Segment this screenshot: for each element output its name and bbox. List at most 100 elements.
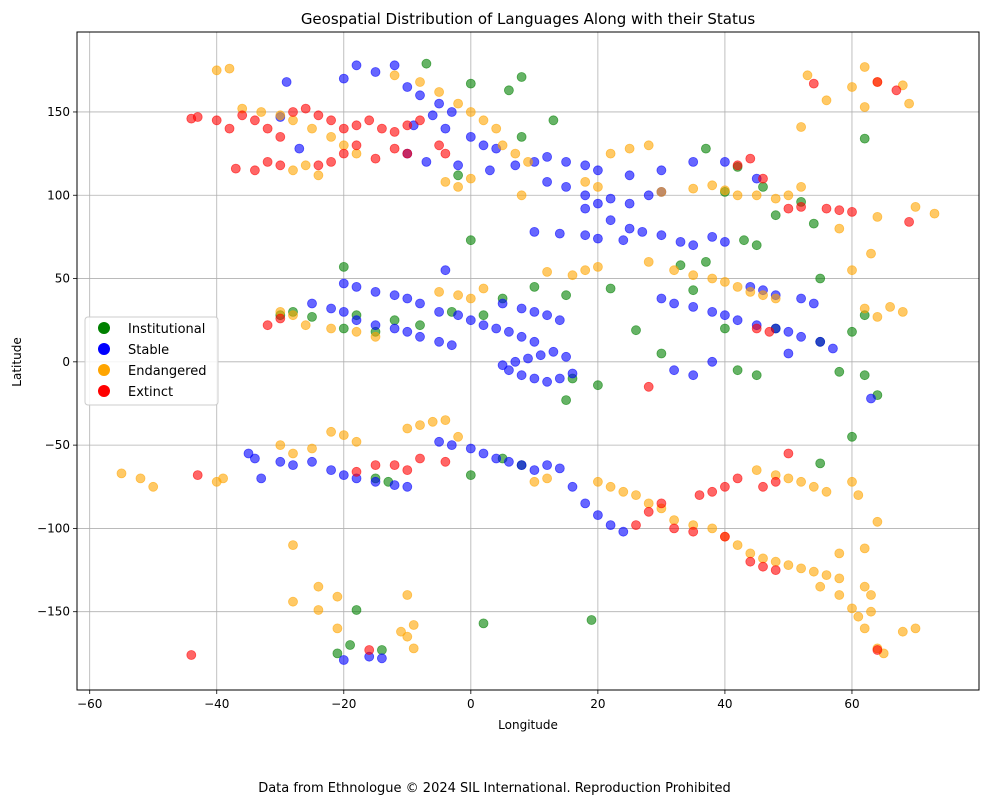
data-point <box>751 370 762 381</box>
data-point <box>783 190 794 201</box>
data-point <box>669 265 679 276</box>
data-point <box>338 73 349 84</box>
data-point <box>745 286 756 297</box>
data-point <box>465 470 476 481</box>
data-point <box>688 370 699 381</box>
data-point <box>421 156 432 167</box>
data-point <box>732 315 743 326</box>
series-extinct <box>186 77 914 660</box>
data-point <box>326 131 337 142</box>
data-point <box>758 290 768 301</box>
data-point <box>465 107 476 117</box>
data-point <box>275 110 286 121</box>
data-point <box>656 348 667 359</box>
data-point <box>402 326 413 337</box>
data-point <box>497 298 508 309</box>
data-point <box>834 590 845 600</box>
data-point <box>338 306 349 317</box>
data-point <box>720 236 730 247</box>
data-point <box>808 218 819 229</box>
data-point <box>338 123 349 134</box>
data-point <box>618 486 629 497</box>
data-point <box>732 160 743 171</box>
data-point <box>815 273 826 284</box>
data-point <box>478 448 489 459</box>
data-point <box>510 356 521 367</box>
data-point <box>249 165 260 176</box>
data-point <box>770 556 781 567</box>
data-point <box>440 148 451 159</box>
data-point <box>586 615 597 625</box>
y-tick-label: −100 <box>37 521 70 535</box>
data-point <box>542 151 552 162</box>
data-point <box>440 176 451 187</box>
data-point <box>720 481 730 492</box>
data-point <box>770 210 781 221</box>
data-point <box>256 107 267 117</box>
data-point <box>796 563 806 574</box>
data-point <box>815 458 826 469</box>
data-point <box>542 460 552 471</box>
data-point <box>796 122 806 132</box>
data-point <box>427 110 438 121</box>
legend-label: Extinct <box>128 385 173 400</box>
data-point <box>631 490 641 501</box>
data-point <box>307 123 317 134</box>
data-point <box>529 281 540 292</box>
data-point <box>453 290 464 301</box>
data-point <box>307 298 317 309</box>
data-point <box>389 480 400 491</box>
data-point <box>224 63 235 74</box>
x-tick-label: −60 <box>77 697 102 711</box>
data-point <box>402 465 413 476</box>
data-point <box>720 185 730 196</box>
data-point <box>605 193 616 204</box>
data-point <box>859 543 870 554</box>
data-point <box>510 160 521 171</box>
data-point <box>669 298 679 309</box>
x-axis-ticks: −60 −40 −20 0 20 40 60 <box>77 690 860 711</box>
data-point <box>497 360 508 371</box>
data-point <box>491 123 502 134</box>
data-point <box>484 165 495 176</box>
data-point <box>821 203 832 214</box>
data-point <box>548 115 559 126</box>
data-point <box>370 331 381 342</box>
data-point <box>364 645 375 655</box>
data-point <box>370 153 381 164</box>
data-point <box>262 156 273 167</box>
data-point <box>351 315 362 326</box>
data-point <box>751 465 762 476</box>
plot-area <box>76 31 980 691</box>
data-point <box>256 473 267 484</box>
y-tick-label: −150 <box>37 605 70 619</box>
data-point <box>478 283 489 294</box>
data-point <box>567 368 578 379</box>
data-point <box>434 87 445 97</box>
data-point <box>478 310 489 321</box>
data-point <box>370 286 381 297</box>
data-point <box>211 65 222 76</box>
data-point <box>351 436 362 447</box>
data-point <box>872 311 883 322</box>
data-point <box>904 98 914 109</box>
data-point <box>332 623 343 634</box>
data-point <box>465 131 476 142</box>
data-point <box>707 306 718 317</box>
data-point <box>847 476 857 487</box>
x-tick-label: 20 <box>590 697 605 711</box>
data-point <box>815 336 826 347</box>
data-point <box>230 163 241 174</box>
data-point <box>758 481 768 492</box>
data-point <box>249 453 260 464</box>
data-point <box>288 448 298 459</box>
data-point <box>370 460 381 471</box>
data-point <box>770 293 781 304</box>
data-point <box>624 143 635 154</box>
data-point <box>415 453 425 464</box>
data-point <box>910 623 921 634</box>
data-point <box>503 85 514 96</box>
data-point <box>402 481 413 492</box>
data-point <box>567 481 578 492</box>
data-point <box>847 326 857 337</box>
